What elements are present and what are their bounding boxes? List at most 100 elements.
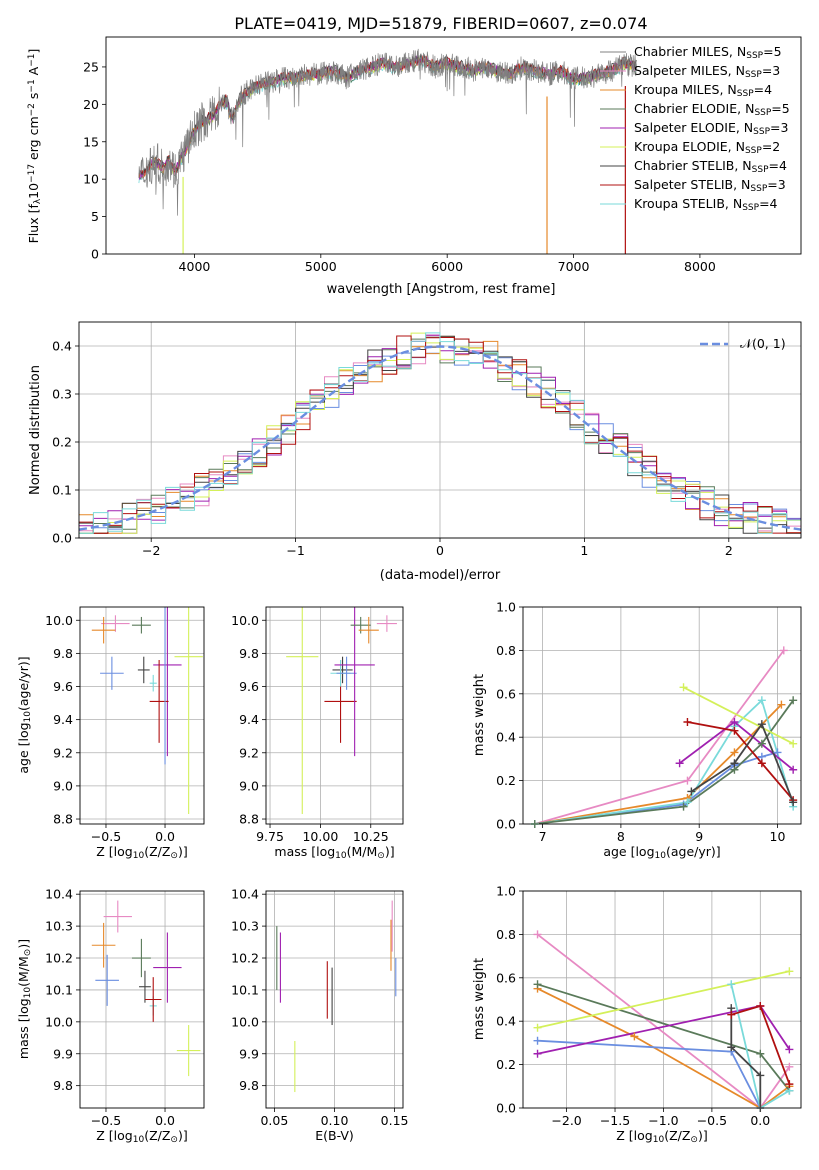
y-tick-label: 10.2	[231, 951, 259, 966]
weight-line	[534, 698, 795, 824]
x-axis-label-part: (Z/Z	[144, 844, 170, 859]
legend-label-part: =5	[763, 44, 781, 59]
x-axis-label-part: 10	[653, 1135, 665, 1145]
weight-point	[756, 1049, 765, 1058]
y-tick-label: 9.6	[239, 679, 259, 694]
x-tick-label: 0.0	[155, 829, 175, 844]
y-axis-label-part: s	[26, 93, 41, 104]
x-axis-label-part: )]	[385, 844, 395, 859]
y-tick-label: 0.8	[496, 927, 516, 942]
weight-point	[683, 718, 692, 727]
x-tick-label: −0.5	[91, 1113, 121, 1128]
axes-frame	[265, 606, 404, 825]
y-tick-label: 10.4	[45, 887, 73, 902]
y-tick-label: 25	[83, 59, 99, 74]
y-tick-label: 9.9	[53, 1046, 73, 1061]
weight-point	[533, 1049, 542, 1058]
x-axis-label-part: Z [log	[96, 844, 132, 859]
weight-point	[727, 1043, 736, 1052]
weight-line	[536, 933, 791, 1108]
x-axis-label: Z [log10(Z/Z⊙)]	[96, 1128, 187, 1145]
weight-point	[789, 696, 798, 705]
panel-mass_vs_ebv: 0.05 0.10 0.15 9.8 9.9 10.0 10.1 10.2 10.3 10.4 E(…	[231, 887, 408, 1143]
y-axis-label: mass [log10(M/M⊙)]	[16, 939, 33, 1059]
weight-point	[533, 980, 542, 989]
grid	[523, 606, 801, 825]
x-tick-label: 5000	[305, 259, 337, 274]
y-tick-label: 1.0	[496, 884, 516, 899]
y-tick-label: 10.1	[45, 982, 73, 997]
normal-curve	[79, 345, 801, 531]
y-tick-label: 9.8	[239, 1078, 259, 1093]
grid	[266, 607, 403, 824]
y-tick-label: 9.4	[53, 712, 73, 727]
x-axis-label: E(B-V)	[315, 1128, 354, 1143]
figure-title: PLATE=0419, MJD=51879, FIBERID=0607, z=0…	[234, 14, 647, 33]
x-axis-label: age [log10(age/yr)]	[603, 844, 720, 861]
axes-frame	[105, 36, 802, 255]
weight-point	[630, 1032, 639, 1041]
axes-frame	[78, 321, 802, 539]
weight-point	[756, 1071, 765, 1080]
y-tick-label: 10	[83, 172, 99, 187]
weight-line	[537, 987, 790, 1108]
x-axis-label-part: 10	[133, 851, 145, 861]
x-tick-label: 6000	[431, 259, 463, 274]
legend-label-part: Salpeter MILES, N	[634, 63, 745, 78]
y-tick-label: 10.0	[231, 613, 259, 628]
y-axis-label-part: λ	[33, 198, 43, 204]
x-tick-label: 2	[725, 543, 733, 558]
legend-label: Salpeter MILES, NSSP=3	[634, 63, 780, 80]
legend-label-part: SSP	[752, 165, 769, 175]
legend-label-part: SSP	[754, 108, 771, 118]
x-tick-label: −0.5	[697, 1113, 727, 1128]
weight-point	[730, 718, 739, 727]
y-tick-label: 0.6	[496, 970, 516, 985]
y-tick-label: 10.0	[231, 1014, 259, 1029]
y-axis-label-part: )]	[16, 939, 31, 949]
y-tick-label: 0.2	[496, 1057, 516, 1072]
x-tick-label: −1.0	[648, 1113, 678, 1128]
x-axis-label-part: Z [log	[616, 1128, 652, 1143]
x-axis-label: mass [log10(M/M⊙)]	[274, 844, 394, 861]
y-tick-label: 9.2	[53, 745, 73, 760]
weight-line	[537, 970, 790, 1029]
y-axis-label-part: −1	[27, 54, 37, 67]
weight-point	[683, 776, 692, 785]
weight-line	[537, 1039, 762, 1108]
plot-area	[79, 332, 801, 534]
weight-point	[727, 980, 736, 989]
weight-point	[789, 739, 798, 748]
weight-point	[683, 798, 692, 807]
y-tick-label: 10.2	[45, 951, 73, 966]
weight-point	[727, 1010, 736, 1019]
weight-line	[690, 722, 795, 803]
y-axis-label-part: 10	[26, 183, 41, 199]
y-tick-label: 0.4	[496, 730, 516, 745]
panel-spectrum: 4000 5000 6000 7000 8000 0 5 10 15 20 25 Chabrier M…	[26, 36, 802, 297]
plot-area	[91, 900, 201, 1077]
legend-label-part: SSP	[750, 184, 767, 194]
weight-point	[777, 700, 786, 709]
axes-frame	[265, 890, 404, 1109]
weight-point	[679, 683, 688, 692]
legend-label-part: =4	[759, 196, 777, 211]
y-axis-label: Normed distribution	[28, 365, 43, 495]
panel-mass_vs_Z: −0.5 0.09.89.910.010.110.210.310.4Z [log1…	[16, 887, 205, 1145]
y-tick-label: 1.0	[496, 600, 516, 615]
legend-label-part: SSP	[742, 203, 759, 213]
y-axis-label-part: Flux [f	[26, 204, 41, 244]
y-tick-label: 9.2	[239, 745, 259, 760]
x-tick-label: 0.0	[750, 1113, 770, 1128]
x-tick-label: 0.0	[155, 1113, 175, 1128]
y-axis-label-part: 10	[23, 711, 33, 723]
y-tick-label: 0.0	[496, 817, 516, 832]
weight-point	[530, 820, 539, 828]
x-axis-label-part: mass [log	[274, 844, 335, 859]
x-tick-label: −2	[142, 543, 160, 558]
legend-label: Chabrier STELIB, NSSP=4	[634, 158, 787, 175]
x-tick-label: 4000	[179, 259, 211, 274]
x-tick-label: 8	[617, 829, 625, 844]
